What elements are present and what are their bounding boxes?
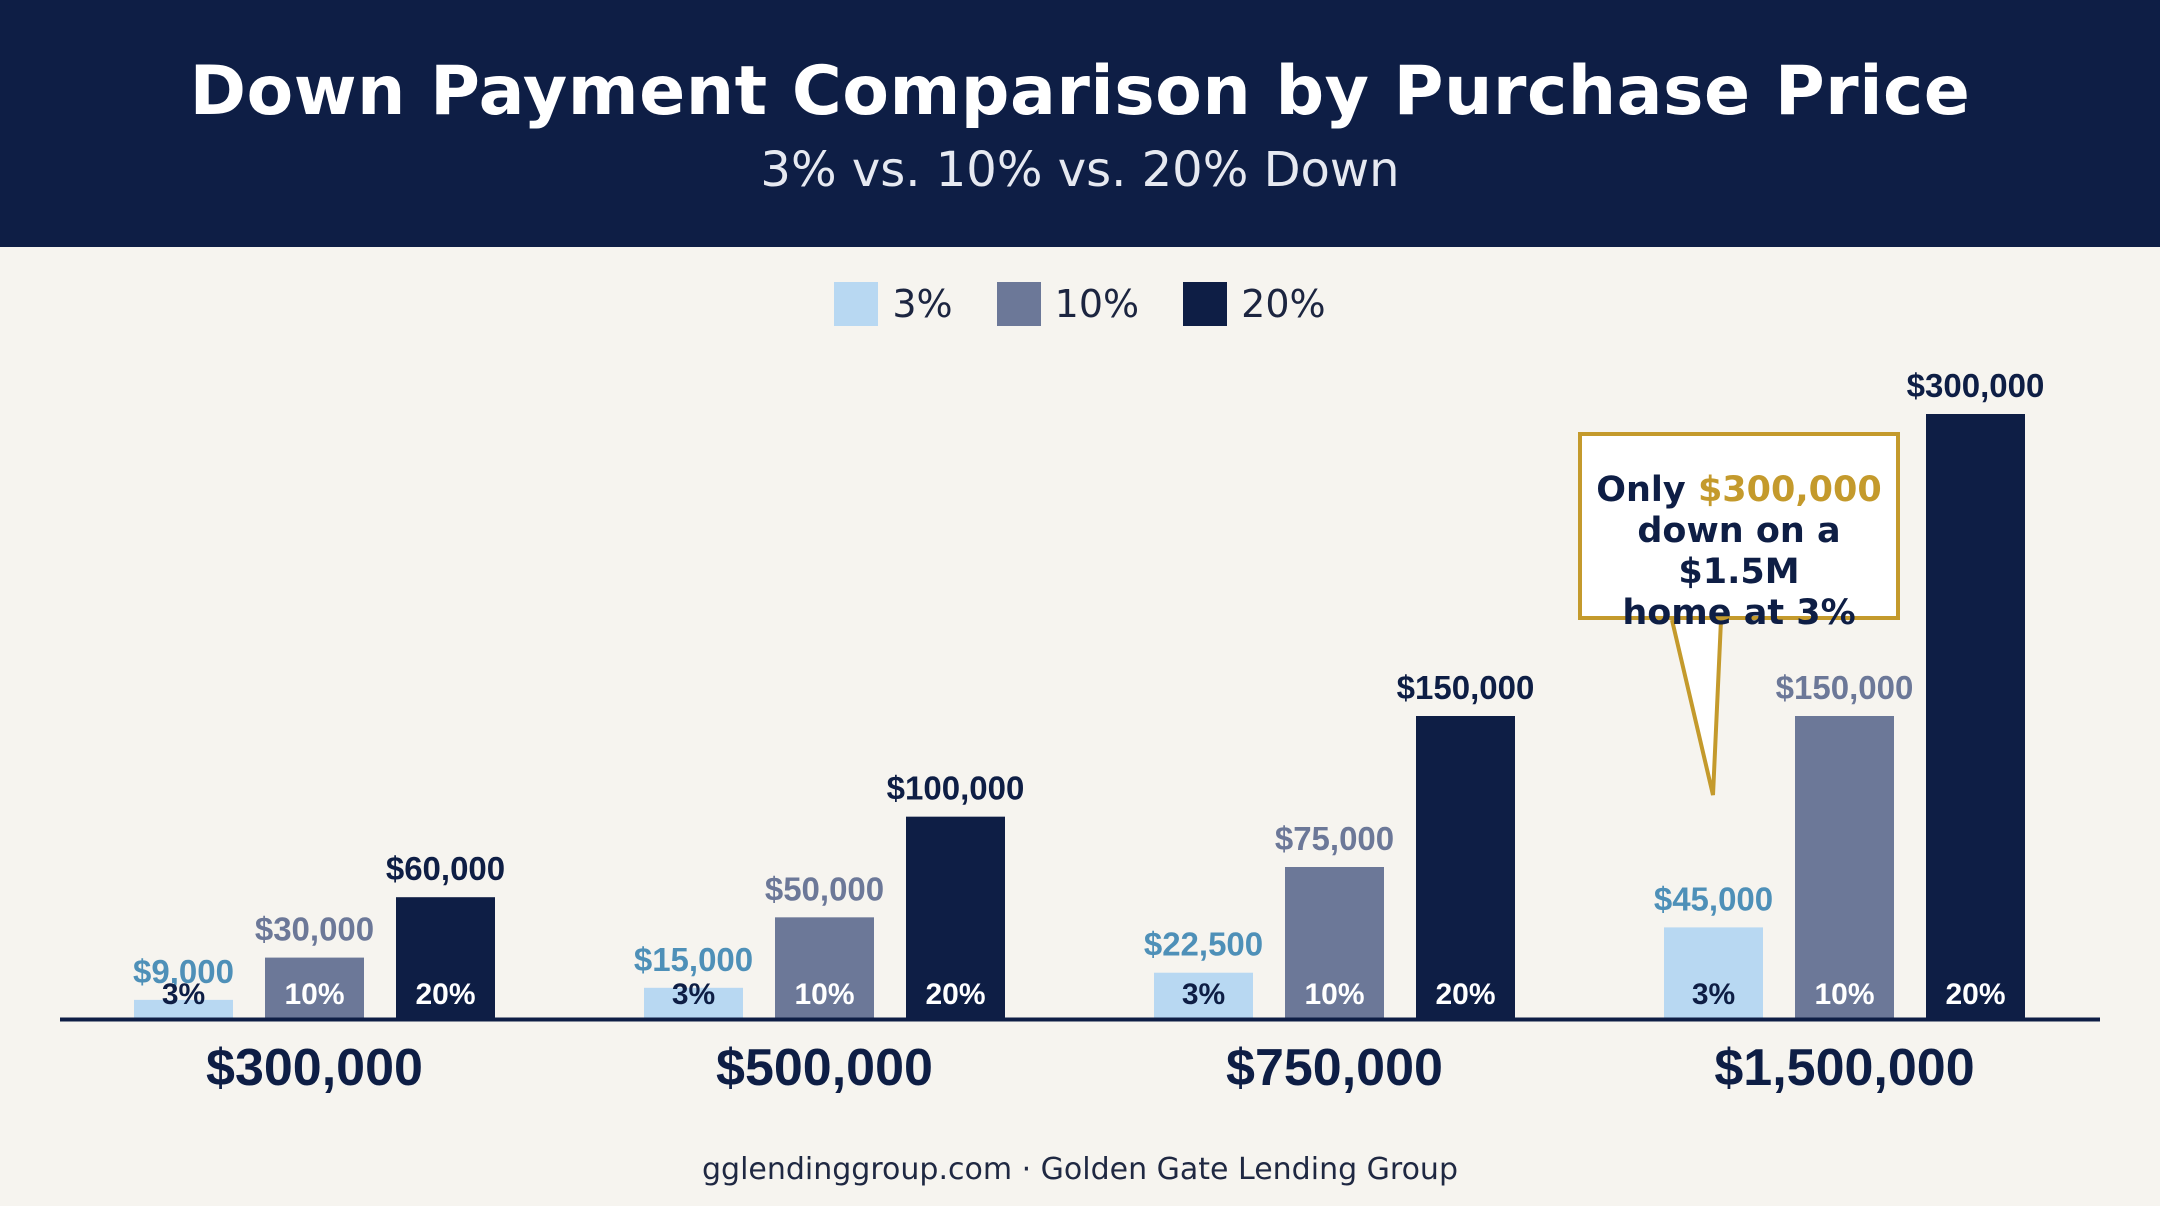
value-label: $150,000 bbox=[1776, 669, 1914, 706]
bar-inner-label: 10% bbox=[794, 978, 854, 1011]
chart-legend: 3% 10% 20% bbox=[0, 282, 2160, 326]
bar-inner-label: 10% bbox=[1304, 978, 1364, 1011]
value-label: $45,000 bbox=[1654, 880, 1773, 917]
legend-item-20: 20% bbox=[1183, 282, 1326, 326]
bar-3pct-1 bbox=[644, 987, 743, 1018]
bar-20pct-0 bbox=[396, 897, 495, 1018]
value-label: $9,000 bbox=[133, 953, 234, 990]
bar-inner-label: 10% bbox=[1814, 978, 1874, 1011]
legend-swatch-20 bbox=[1183, 282, 1228, 326]
bar-20pct-3 bbox=[1926, 414, 2025, 1018]
legend-label-10: 10% bbox=[1054, 282, 1140, 326]
value-label: $300,000 bbox=[1907, 367, 2045, 404]
bar-10pct-1 bbox=[775, 917, 874, 1018]
bar-inner-label: 3% bbox=[672, 978, 715, 1011]
bar-10pct-0 bbox=[265, 957, 364, 1018]
bar-inner-label: 20% bbox=[415, 978, 475, 1011]
legend-swatch-3 bbox=[834, 282, 879, 326]
bar-inner-label: 3% bbox=[1692, 978, 1735, 1011]
bar-3pct-2 bbox=[1154, 972, 1253, 1018]
callout-highlight: $300,000 bbox=[1697, 470, 1882, 510]
value-label: $60,000 bbox=[386, 850, 505, 887]
category-label: $500,000 bbox=[716, 1039, 933, 1097]
value-label: $150,000 bbox=[1397, 669, 1535, 706]
bar-inner-label: 10% bbox=[284, 978, 344, 1011]
category-label: $1,500,000 bbox=[1714, 1039, 1974, 1097]
value-label: $30,000 bbox=[255, 911, 374, 948]
bar-20pct-1 bbox=[906, 816, 1005, 1018]
bar-inner-label: 3% bbox=[162, 978, 205, 1011]
value-label: $22,500 bbox=[1144, 926, 1263, 963]
chart-subtitle: 3% vs. 10% vs. 20% Down bbox=[760, 142, 1400, 198]
bar-inner-label: 20% bbox=[1435, 978, 1495, 1011]
bar-10pct-2 bbox=[1285, 867, 1384, 1018]
value-label: $100,000 bbox=[887, 770, 1025, 807]
bar-inner-label: 20% bbox=[925, 978, 985, 1011]
category-label: $750,000 bbox=[1226, 1039, 1443, 1097]
legend-label-20: 20% bbox=[1241, 282, 1326, 326]
legend-label-3: 3% bbox=[892, 282, 953, 326]
value-label: $75,000 bbox=[1275, 820, 1394, 857]
bar-3pct-3 bbox=[1664, 927, 1763, 1018]
bar-inner-label: 3% bbox=[1182, 978, 1225, 1011]
bar-10pct-3 bbox=[1795, 716, 1894, 1018]
chart-header: Down Payment Comparison by Purchase Pric… bbox=[0, 0, 2160, 247]
callout-pointer bbox=[1670, 619, 1723, 796]
chart-title: Down Payment Comparison by Purchase Pric… bbox=[189, 52, 1971, 131]
value-label: $50,000 bbox=[765, 870, 884, 907]
callout-pre: Only bbox=[1596, 470, 1698, 510]
callout-line-2: down on a $1.5M bbox=[1637, 511, 1841, 592]
legend-swatch-10 bbox=[996, 282, 1041, 326]
value-label: $15,000 bbox=[634, 941, 753, 978]
callout-line-3: home at 3% bbox=[1622, 593, 1856, 633]
bar-3pct-0 bbox=[134, 999, 233, 1018]
bar-20pct-2 bbox=[1416, 716, 1515, 1018]
category-label: $300,000 bbox=[206, 1039, 423, 1097]
legend-item-10: 10% bbox=[996, 282, 1140, 326]
callout-box: Only $300,000 down on a $1.5M home at 3% bbox=[1578, 432, 1900, 633]
legend-item-3: 3% bbox=[834, 282, 953, 326]
footer-credit: gglendinggroup.com · Golden Gate Lending… bbox=[701, 1152, 1458, 1187]
bar-inner-label: 20% bbox=[1945, 978, 2005, 1011]
callout-line-1: Only $300,000 bbox=[1582, 470, 1896, 511]
